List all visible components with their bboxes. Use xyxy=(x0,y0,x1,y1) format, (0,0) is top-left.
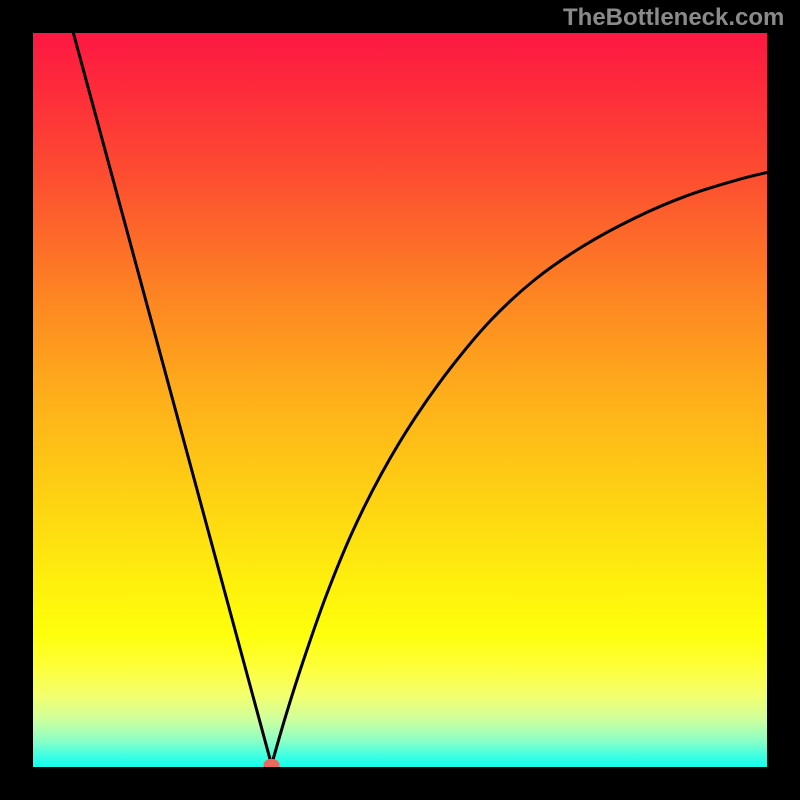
chart-svg xyxy=(33,33,767,767)
gradient-background xyxy=(33,33,767,767)
plot-area xyxy=(33,33,767,767)
watermark-text: TheBottleneck.com xyxy=(563,4,784,32)
chart-frame: TheBottleneck.com xyxy=(0,0,800,800)
